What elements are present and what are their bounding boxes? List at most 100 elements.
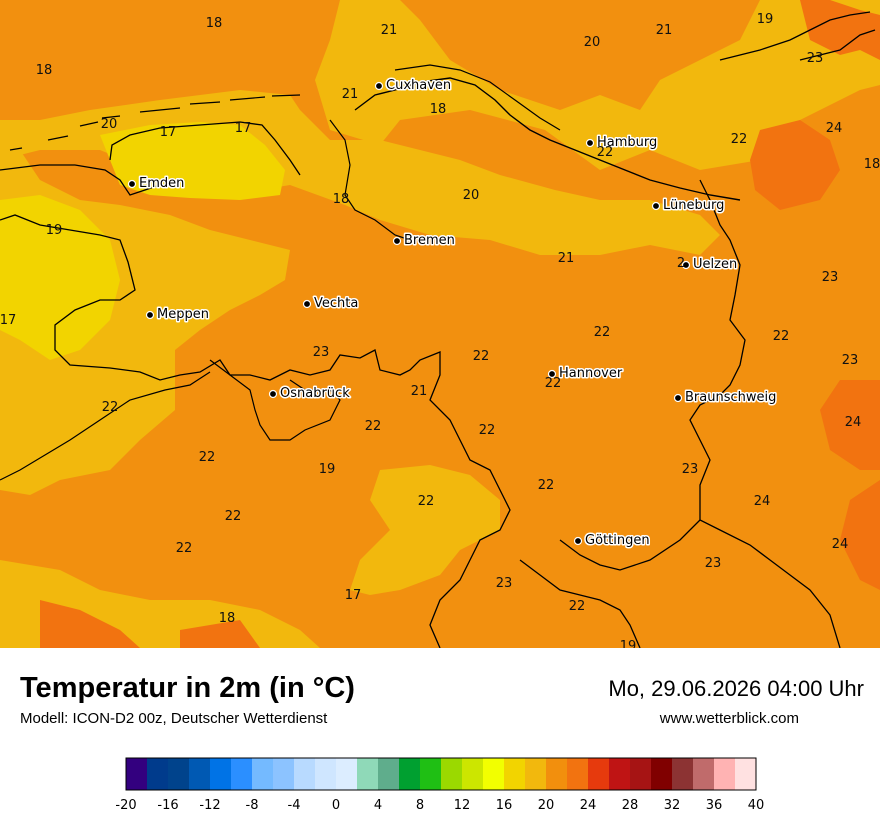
temp-label: 22 — [365, 419, 382, 434]
legend-swatch — [483, 758, 505, 790]
temp-label: 24 — [826, 121, 843, 136]
temp-label: 21 — [558, 251, 575, 266]
city-lueneburg[interactable]: Lüneburg — [651, 197, 726, 215]
legend-swatch — [441, 758, 463, 790]
temp-label: 22 — [479, 423, 496, 438]
city-goettingen[interactable]: Göttingen — [573, 532, 651, 550]
temp-label: 22 — [545, 376, 562, 391]
color-legend: -20 -16 -12 -8 -4 0 4 8 12 16 20 24 28 32 36 40 — [116, 757, 764, 813]
temp-label: 20 — [463, 188, 480, 203]
legend-swatch — [588, 758, 610, 790]
temp-label: 22 — [569, 599, 586, 614]
nrw-border — [0, 371, 211, 481]
city-osnabrueck[interactable]: Osnabrück — [268, 385, 352, 403]
temp-label: 22 — [102, 400, 119, 415]
temp-label: 22 — [538, 478, 555, 493]
temp-label: 21 — [411, 384, 428, 399]
legend-swatch — [735, 758, 757, 790]
legend-swatch — [273, 758, 295, 790]
eastern-border — [689, 179, 841, 648]
temp-field-17-19 — [0, 122, 285, 360]
legend-swatch — [147, 758, 169, 790]
svg-text:Bremen: Bremen — [404, 233, 455, 248]
temp-label: 21 — [342, 87, 359, 102]
baltic-coast — [719, 11, 876, 61]
svg-text:Hamburg: Hamburg — [597, 135, 657, 150]
legend-swatch — [231, 758, 253, 790]
legend-tick-label: -4 — [288, 798, 301, 813]
legend-tick-label: -12 — [199, 798, 220, 813]
legend-swatch — [504, 758, 526, 790]
city-braunschweig[interactable]: Braunschweig — [673, 389, 778, 407]
legend-swatch — [651, 758, 673, 790]
city-uelzen[interactable]: Uelzen — [681, 256, 739, 274]
frisian-islands — [9, 94, 301, 151]
temp-field-23-24-east — [750, 0, 880, 590]
city-cuxhaven[interactable]: Cuxhaven — [374, 77, 453, 95]
temp-label: 17 — [235, 121, 252, 136]
legend-swatch — [462, 758, 484, 790]
legend-swatch — [189, 758, 211, 790]
temp-label: 19 — [620, 639, 637, 648]
city-hannover[interactable]: Hannover — [547, 365, 624, 383]
legend-outline — [125, 757, 757, 791]
temp-label: 23 — [496, 576, 513, 591]
east-frisian-coast — [109, 121, 301, 176]
temp-label: 18 — [206, 16, 223, 31]
legend-swatch — [210, 758, 232, 790]
temp-label: 20 — [101, 117, 118, 132]
temp-label: 23 — [313, 345, 330, 360]
temp-label: 22 — [418, 494, 435, 509]
legend-tick-label: 0 — [332, 798, 340, 813]
city-emden[interactable]: Emden — [127, 175, 186, 193]
website-link[interactable]: www.wetterblick.com — [659, 710, 799, 727]
temp-label: 20 — [584, 35, 601, 50]
temp-label: 18 — [219, 611, 236, 626]
temp-label: 18 — [864, 157, 880, 172]
elbe-river — [354, 77, 741, 201]
legend-swatch — [546, 758, 568, 790]
legend-tick-label: -20 — [116, 798, 137, 813]
temp-label: 23 — [842, 353, 859, 368]
legend-swatch — [672, 758, 694, 790]
legend-swatch — [609, 758, 631, 790]
svg-text:Emden: Emden — [139, 176, 184, 191]
temp-label: 22 — [597, 145, 614, 160]
temp-label: 24 — [845, 415, 862, 430]
legend-swatch — [315, 758, 337, 790]
temp-label: 21 — [381, 23, 398, 38]
model-subtitle: Modell: ICON-D2 00z, Deutscher Wetterdie… — [20, 710, 328, 727]
legend-swatch — [294, 758, 316, 790]
legend-swatch — [357, 758, 379, 790]
svg-text:Lüneburg: Lüneburg — [663, 198, 724, 213]
legend-swatch — [630, 758, 652, 790]
southern-border — [519, 519, 701, 648]
legend-tick-label: 20 — [538, 798, 555, 813]
legend-swatch — [168, 758, 190, 790]
legend-tick-label: 4 — [374, 798, 382, 813]
city-meppen[interactable]: Meppen — [145, 306, 210, 324]
temp-label: 18 — [430, 102, 447, 117]
svg-text:Braunschweig: Braunschweig — [685, 390, 776, 405]
ems-coast — [0, 164, 161, 196]
svg-text:Meppen: Meppen — [157, 307, 209, 322]
temp-label: 22 — [731, 132, 748, 147]
legend-tick-label: 24 — [580, 798, 597, 813]
svg-text:Osnabrück: Osnabrück — [280, 386, 350, 401]
temp-label: 24 — [754, 494, 771, 509]
legend-swatch — [399, 758, 421, 790]
temp-label: 19 — [757, 12, 774, 27]
city-vechta[interactable]: Vechta — [302, 295, 360, 313]
temp-label: 17 — [160, 125, 177, 140]
city-bremen[interactable]: Bremen — [392, 232, 456, 250]
temp-label: 18 — [36, 63, 53, 78]
temp-label: 19 — [46, 223, 63, 238]
forecast-datetime: Mo, 29.06.2026 04:00 Uhr — [608, 676, 864, 701]
temp-label: 22 — [594, 325, 611, 340]
city-hamburg[interactable]: Hamburg — [585, 134, 659, 152]
svg-text:Uelzen: Uelzen — [693, 257, 737, 272]
weser-river — [329, 119, 411, 241]
temp-label: 2 — [677, 256, 685, 271]
legend-tick-label: -16 — [157, 798, 178, 813]
